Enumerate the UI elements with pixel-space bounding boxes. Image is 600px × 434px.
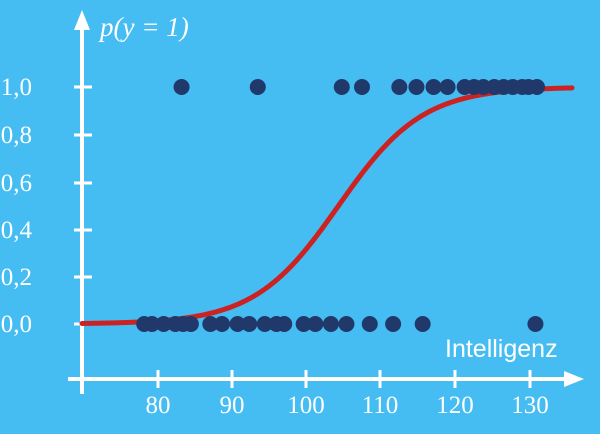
y-axis-title: p(y = 1) xyxy=(100,12,189,42)
data-point xyxy=(202,316,219,332)
data-point xyxy=(425,79,442,95)
data-point xyxy=(385,316,402,332)
data-point xyxy=(529,79,545,95)
logistic-regression-curve xyxy=(79,85,575,326)
data-point xyxy=(439,79,456,95)
data-point xyxy=(276,316,293,332)
data-point xyxy=(361,316,378,332)
y-tick-label-4: 0,4 xyxy=(0,217,32,244)
x-tick-label-130: 130 xyxy=(511,392,549,419)
y-tick-label-5: 0,2 xyxy=(0,264,32,291)
data-point xyxy=(354,79,370,95)
data-point xyxy=(182,316,199,332)
y-axis-arrow-icon xyxy=(74,10,90,30)
data-point xyxy=(256,316,273,332)
scatter-points-group xyxy=(136,79,545,332)
y-axis xyxy=(74,10,92,394)
data-point xyxy=(338,316,355,332)
x-tick-label-90: 90 xyxy=(219,392,245,419)
data-point xyxy=(307,316,324,332)
data-point xyxy=(322,316,339,332)
data-point xyxy=(295,316,312,332)
y-tick-label-3: 0,6 xyxy=(0,170,32,197)
y-tick-label-2: 0,8 xyxy=(0,122,32,149)
data-point xyxy=(155,316,172,332)
data-point xyxy=(333,79,350,95)
data-point xyxy=(144,316,160,332)
data-point xyxy=(249,79,266,95)
x-tick-label-110: 110 xyxy=(361,392,399,419)
data-point xyxy=(391,79,408,95)
x-axis-title: Intelligenz xyxy=(445,335,558,363)
x-axis xyxy=(68,370,584,388)
data-point xyxy=(408,79,425,95)
data-point xyxy=(527,316,544,332)
y-tick-label-6: 0,0 xyxy=(0,311,32,338)
x-tick-label-80: 80 xyxy=(145,392,171,419)
x-tick-label-100: 100 xyxy=(287,392,325,419)
x-axis-arrow-icon xyxy=(564,371,584,387)
data-point xyxy=(229,316,246,332)
data-point xyxy=(414,316,431,332)
data-point xyxy=(241,316,258,332)
data-point xyxy=(173,79,190,95)
y-tick-label-1: 1,0 xyxy=(0,74,32,101)
x-tick-label-120: 120 xyxy=(436,392,474,419)
data-point xyxy=(214,316,230,332)
